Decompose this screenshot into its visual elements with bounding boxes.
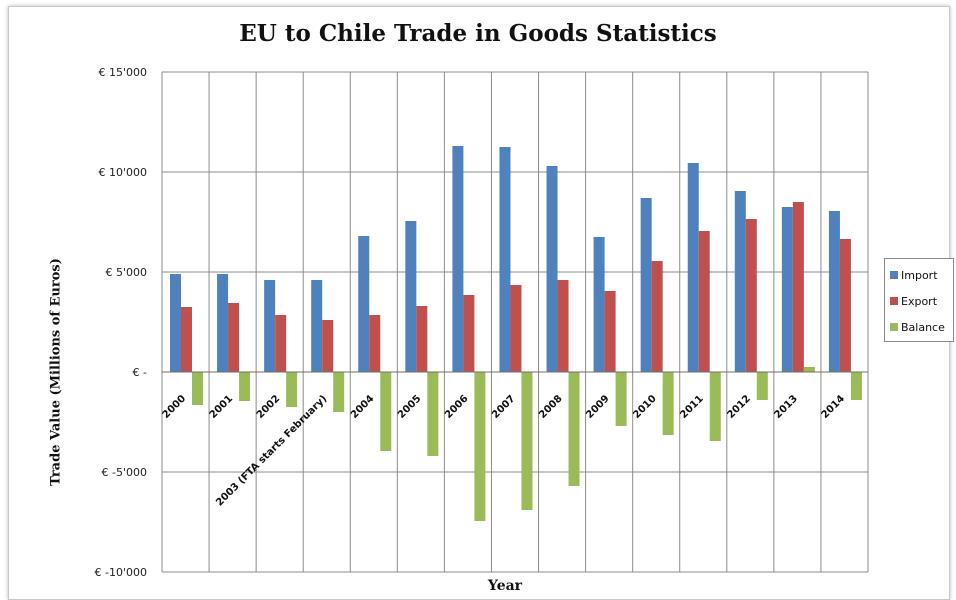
bar-export	[322, 320, 334, 372]
y-tick-label: € 5'000	[105, 266, 147, 279]
bar-import	[358, 236, 370, 372]
y-tick-label: € -5'000	[102, 466, 147, 479]
x-tick-label: 2004	[349, 393, 376, 420]
bar-import	[640, 198, 652, 372]
bar-import	[546, 166, 558, 372]
bar-import	[217, 274, 229, 372]
bar-import	[687, 163, 699, 372]
legend: Import Export Balance	[884, 258, 954, 342]
x-tick-label: 2014	[820, 393, 847, 420]
bar-balance	[521, 372, 533, 510]
legend-label-balance: Balance	[901, 320, 945, 334]
legend-label-import: Import	[901, 268, 938, 282]
bar-balance	[474, 372, 486, 521]
bar-export	[557, 280, 569, 372]
y-tick-label: € 10'000	[98, 166, 147, 179]
x-tick-label: 2002	[255, 393, 282, 420]
bar-balance	[803, 367, 815, 372]
bar-import	[828, 211, 840, 372]
x-tick-label: 2013	[773, 393, 800, 420]
bar-export	[275, 315, 287, 372]
bar-export	[792, 202, 804, 372]
bar-export	[463, 295, 475, 372]
bar-balance	[709, 372, 721, 441]
bar-import	[781, 207, 793, 372]
x-tick-label: 2007	[490, 393, 517, 420]
bar-import	[593, 237, 605, 372]
bar-balance	[333, 372, 345, 412]
bar-export	[604, 291, 616, 372]
bar-balance	[615, 372, 627, 426]
y-tick-label: € -10'000	[95, 566, 147, 579]
bar-balance	[286, 372, 298, 407]
x-tick-label: 2000	[161, 393, 188, 420]
x-tick-label: 2011	[678, 393, 705, 420]
bar-import	[734, 191, 746, 372]
bar-export	[651, 261, 663, 372]
bar-import	[311, 280, 323, 372]
bar-export	[698, 231, 710, 372]
bar-balance	[756, 372, 768, 400]
bar-balance	[568, 372, 580, 486]
bar-import	[264, 280, 276, 372]
y-tick-label: € 15'000	[98, 66, 147, 79]
bar-balance	[850, 372, 862, 400]
x-tick-label: 2010	[631, 393, 658, 420]
bar-balance	[239, 372, 251, 401]
bar-balance	[192, 372, 203, 405]
bar-export	[510, 285, 522, 372]
x-tick-label: 2008	[537, 393, 564, 420]
legend-label-export: Export	[901, 294, 938, 308]
bar-import	[452, 146, 464, 372]
legend-swatch-balance	[890, 323, 898, 331]
legend-item-export: Export	[890, 288, 953, 314]
bar-balance	[427, 372, 439, 456]
x-tick-label: 2001	[208, 393, 235, 420]
x-tick-label: 2005	[396, 393, 423, 420]
bar-import	[405, 221, 417, 372]
y-tick-label: € -	[133, 366, 147, 379]
bar-export	[369, 315, 381, 372]
legend-swatch-import	[890, 271, 898, 279]
bar-balance	[380, 372, 392, 451]
bar-export	[745, 219, 757, 372]
bar-export	[839, 239, 851, 372]
x-tick-label: 2009	[584, 393, 611, 420]
bar-import	[499, 147, 511, 372]
bar-export	[181, 307, 192, 372]
bar-import	[170, 274, 181, 372]
bar-export	[228, 303, 240, 372]
x-tick-label: 2006	[443, 393, 470, 420]
bar-balance	[662, 372, 674, 435]
legend-item-balance: Balance	[890, 314, 953, 340]
chart-title: EU to Chile Trade in Goods Statistics	[239, 20, 717, 47]
bar-export	[416, 306, 428, 372]
x-tick-label: 2012	[725, 393, 752, 420]
legend-item-import: Import	[890, 262, 953, 288]
x-axis-label: Year	[487, 578, 523, 594]
legend-swatch-export	[890, 297, 898, 305]
